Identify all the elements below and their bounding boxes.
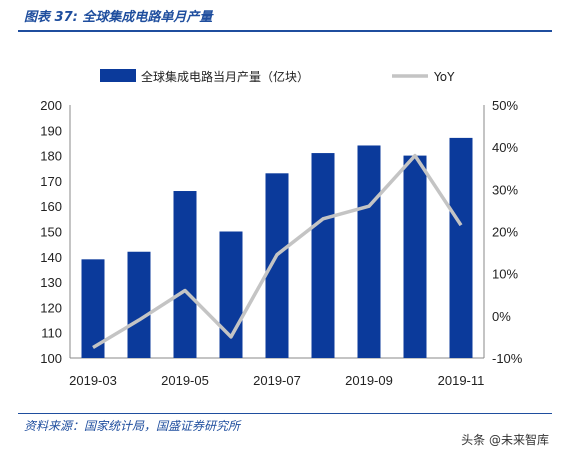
y-right-tick-label: 10% bbox=[492, 267, 518, 282]
bar bbox=[173, 191, 197, 358]
y-left-tick-label: 130 bbox=[40, 275, 62, 290]
y-right-tick-label: 30% bbox=[492, 182, 518, 197]
x-tick-label: 2019-05 bbox=[161, 373, 209, 388]
y-left-tick-label: 180 bbox=[40, 149, 62, 164]
y-right-tick-label: 50% bbox=[492, 98, 518, 113]
source-note: 资料来源：国家统计局，国盛证券研究所 bbox=[24, 419, 241, 433]
bar bbox=[265, 173, 289, 358]
bar bbox=[127, 251, 151, 358]
y-right-tick-label: -10% bbox=[492, 351, 523, 366]
x-tick-label: 2019-11 bbox=[438, 373, 485, 388]
bar bbox=[219, 231, 243, 358]
bar bbox=[311, 153, 335, 358]
y-left-tick-label: 120 bbox=[40, 300, 62, 315]
legend-swatch-bar bbox=[100, 69, 136, 82]
figure-title: 图表 37: 全球集成电路单月产量 bbox=[24, 10, 213, 25]
bar bbox=[403, 155, 427, 358]
x-tick-label: 2019-07 bbox=[253, 373, 301, 388]
source-rule bbox=[18, 413, 552, 414]
y-right-tick-label: 20% bbox=[492, 225, 518, 240]
bar bbox=[81, 259, 105, 358]
y-right-tick-label: 40% bbox=[492, 140, 518, 155]
legend-label-bar: 全球集成电路当月产量（亿块） bbox=[141, 69, 309, 84]
y-left-tick-label: 190 bbox=[40, 123, 62, 138]
watermark: 头条 @未来智库 bbox=[461, 433, 549, 447]
y-left-tick-label: 100 bbox=[40, 351, 62, 366]
bar bbox=[357, 145, 381, 358]
x-tick-label: 2019-03 bbox=[69, 373, 117, 388]
x-tick-label: 2019-09 bbox=[345, 373, 393, 388]
y-left-tick-label: 110 bbox=[41, 326, 62, 341]
y-left-tick-label: 200 bbox=[40, 98, 62, 113]
y-left-tick-label: 140 bbox=[40, 250, 62, 265]
y-left-tick-label: 160 bbox=[40, 199, 62, 214]
y-right-tick-label: 0% bbox=[492, 309, 511, 324]
y-left-tick-label: 150 bbox=[40, 225, 62, 240]
title-rule bbox=[18, 30, 552, 32]
y-left-tick-label: 170 bbox=[40, 174, 62, 189]
bar bbox=[449, 137, 473, 358]
legend-label-line: YoY bbox=[433, 70, 455, 84]
